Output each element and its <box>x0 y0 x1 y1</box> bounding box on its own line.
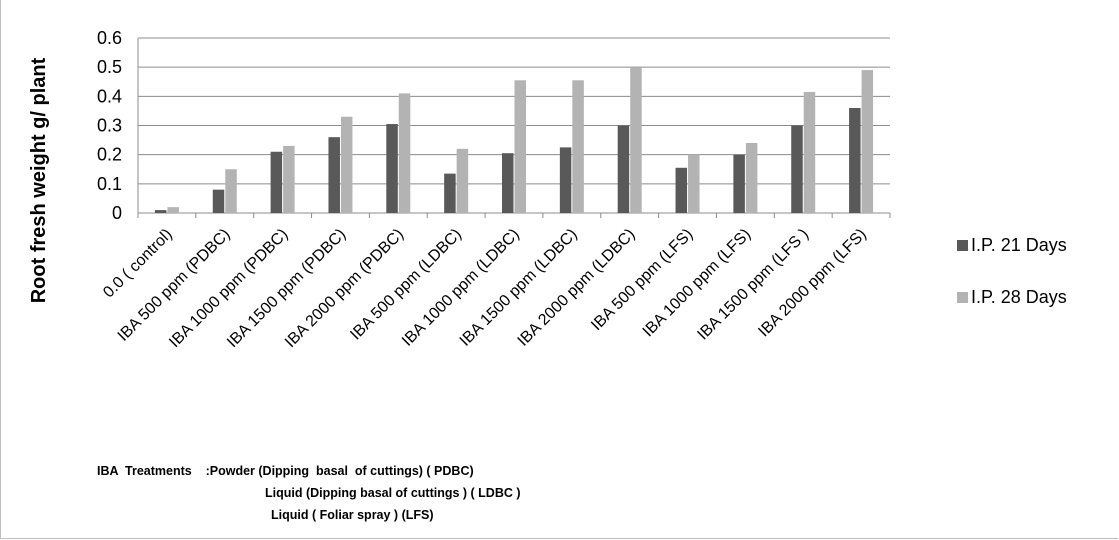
bar-21-days <box>444 173 456 213</box>
y-tick-label: 0.2 <box>97 145 122 165</box>
y-tick-label: 0.6 <box>97 28 122 48</box>
x-tick-label: IBA 2000 ppm (LDBC) <box>515 226 639 350</box>
x-tick-label: IBA 500 ppm (LFS) <box>588 226 696 334</box>
bar-21-days <box>502 153 514 213</box>
bar-21-days <box>675 167 688 213</box>
bar-21-days <box>849 108 861 213</box>
x-tick-label: IBA 1500 ppm (PDBC) <box>224 226 349 351</box>
bar-28-days <box>340 116 353 213</box>
bar-28-days <box>861 70 874 213</box>
bar-28-days <box>572 80 584 214</box>
x-tick-label: IBA 1000 ppm (LFS) <box>640 226 755 341</box>
legend-label: I.P. 28 Days <box>971 287 1067 307</box>
bar-28-days <box>283 145 295 213</box>
treatments-note-line-1: IBA Treatments :Powder (Dipping basal of… <box>97 464 474 478</box>
bar-28-days <box>167 207 179 213</box>
bar-28-days <box>745 143 758 213</box>
bar-21-days <box>328 137 340 213</box>
bar-21-days <box>559 147 572 213</box>
legend-swatch <box>957 240 968 251</box>
x-tick-label: IBA 1000 ppm (PDBC) <box>166 226 291 351</box>
bar-28-days <box>225 169 237 213</box>
x-tick-label: IBA 2000 ppm (PDBC) <box>282 226 407 351</box>
y-tick-label: 0.1 <box>97 174 122 194</box>
y-tick-label: 0.4 <box>97 86 122 106</box>
x-tick-label: IBA 500 ppm (LDBC) <box>347 226 465 344</box>
x-tick-label: IBA 1500 ppm (LDBC) <box>457 226 581 350</box>
x-tick-label: IBA 2000 ppm (LFS) <box>755 226 870 341</box>
y-tick-label: 0.5 <box>97 57 122 77</box>
y-tick-label: 0 <box>112 203 122 223</box>
y-axis-title: Root fresh weight g/ plant <box>28 57 50 303</box>
bar-28-days <box>803 91 816 213</box>
bar-28-days <box>456 148 469 213</box>
bar-21-days <box>270 151 283 213</box>
treatments-note-line-3: Liquid ( Foliar spray ) (LFS) <box>271 508 434 522</box>
x-tick-label: IBA 500 ppm (PDBC) <box>115 226 234 345</box>
bar-28-days <box>514 80 526 214</box>
bar-21-days <box>154 210 167 213</box>
x-tick-label: IBA 1000 ppm (LDBC) <box>399 226 523 350</box>
bar-21-days <box>733 154 745 213</box>
legend-label: I.P. 21 Days <box>971 235 1067 255</box>
bar-21-days <box>617 125 630 213</box>
bar-21-days <box>791 125 803 213</box>
treatments-note-line-2: Liquid (Dipping basal of cuttings ) ( LD… <box>265 486 521 500</box>
legend-swatch <box>957 292 968 303</box>
bar-21-days <box>386 124 398 213</box>
bar-28-days <box>630 67 642 214</box>
bar-28-days <box>398 93 411 213</box>
x-tick-label: IBA 1500 ppm (LFS ) <box>694 226 812 344</box>
bar-21-days <box>212 189 225 213</box>
bar-28-days <box>688 154 700 213</box>
y-tick-label: 0.3 <box>97 116 122 136</box>
